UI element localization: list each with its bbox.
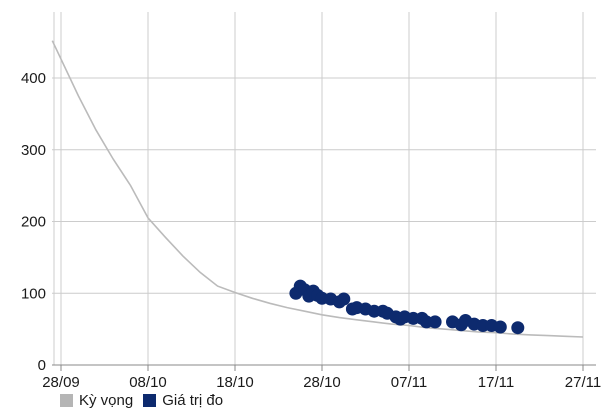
measured-point [337,292,351,306]
legend: Kỳ vọng Giá trị đo [60,391,233,409]
grid [52,12,596,366]
y-tick-label: 0 [38,357,46,374]
axes [60,365,584,371]
expected-curve [51,40,584,338]
chart: 0 100 200 300 400 28/09 08/10 18/10 28/10 07/11 1… [21,12,601,391]
x-tick-label: 28/09 [42,374,80,391]
legend-label-ky-vong: Kỳ vọng [79,391,134,409]
x-tick-label: 18/10 [216,374,254,391]
measured-point [493,320,507,334]
legend-label-gia-tri-do: Giá trị đo [162,391,224,409]
y-tick-label: 100 [21,285,46,302]
x-tick-label: 07/11 [391,374,427,391]
series-ky-vong [51,40,584,338]
x-tick-label: 28/10 [303,374,341,391]
legend-swatch-gia-tri-do [143,393,157,407]
x-tick-label: 08/10 [129,374,167,391]
y-tick-label: 200 [21,214,46,231]
measured-point [511,321,525,335]
x-tick-label: 17/11 [478,374,514,391]
series-gia-tri-do [289,279,525,335]
x-tick-labels: 28/09 08/10 18/10 28/10 07/11 17/11 27/11 [42,374,601,391]
y-tick-label: 400 [21,70,46,87]
legend-swatch-ky-vong [60,393,73,407]
y-tick-label: 300 [21,142,46,159]
y-tick-labels: 0 100 200 300 400 [21,70,46,374]
legend-item-gia-tri-do[interactable]: Giá trị đo [143,392,223,409]
legend-item-ky-vong[interactable]: Kỳ vọng [60,392,133,409]
x-tick-label: 27/11 [565,374,601,391]
measured-point [428,315,442,329]
